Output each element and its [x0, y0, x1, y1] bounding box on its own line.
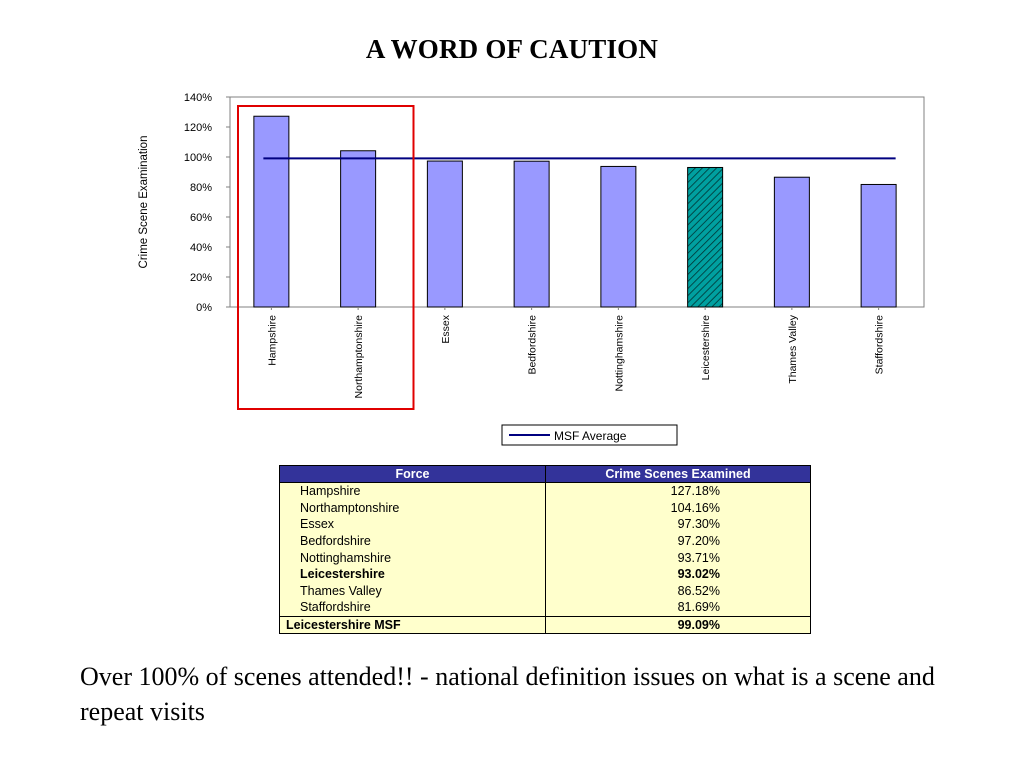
bar-leicestershire	[687, 166, 724, 308]
x-tick-label: Leicestershire	[700, 315, 712, 381]
x-tick-label: Hampshire	[266, 315, 278, 366]
value-cell: 97.20%	[677, 534, 720, 549]
bar-bedfordshire	[513, 160, 550, 308]
y-tick-label: 140%	[184, 92, 212, 104]
data-table: Force Crime Scenes Examined Hampshire 127…	[279, 465, 811, 635]
y-tick-label: 100%	[184, 152, 212, 164]
bar-chart: 0% 20% 40% 60% 80% 100% 120% 140% Hampshire Nort…	[138, 92, 925, 446]
x-tick-label: Nottinghamshire	[613, 315, 625, 392]
header-crime-scenes: Crime Scenes Examined	[545, 465, 811, 483]
force-cell: Nottinghamshire	[279, 549, 546, 566]
force-cell: Essex	[279, 516, 546, 533]
footer-text: Over 100% of scenes attended!! - nationa…	[80, 662, 935, 726]
table-row: Thames Valley 86.52%	[279, 582, 811, 600]
table-row: Bedfordshire 97.20%	[279, 532, 811, 550]
force-cell: Leicestershire	[279, 565, 546, 583]
y-tick-label: 60%	[190, 212, 212, 224]
table-header-row: Force Crime Scenes Examined	[279, 465, 811, 483]
table-row: Essex 97.30%	[279, 516, 811, 533]
bar-northamptonshire	[340, 150, 377, 308]
x-tick-label: Northamptonshire	[353, 315, 365, 399]
value-cell: 104.16%	[670, 500, 720, 515]
legend: MSF Average	[501, 424, 678, 446]
table-row: Northamptonshire 104.16%	[279, 499, 811, 517]
bar-staffordshire	[860, 183, 897, 308]
bar-thames-valley	[773, 176, 810, 308]
x-axis-labels: Hampshire Northamptonshire Essex Bedfordshi…	[266, 307, 886, 399]
value-cell: 81.69%	[677, 600, 720, 615]
force-cell: Hampshire	[279, 482, 546, 500]
value-cell: 93.71%	[677, 550, 720, 565]
y-tick-label: 0%	[196, 302, 212, 314]
table-row: Staffordshire 81.69%	[279, 599, 811, 617]
x-tick-label: Essex	[440, 314, 452, 343]
x-tick-label: Bedfordshire	[527, 315, 539, 375]
x-tick-label: Thames Valley	[787, 314, 799, 383]
x-tick-label: Staffordshire	[874, 315, 886, 374]
y-axis-title: Crime Scene Examination	[138, 136, 150, 269]
value-cell: 127.18%	[670, 484, 720, 499]
table-row: Leicestershire 93.02%	[279, 565, 811, 583]
force-cell: Staffordshire	[279, 599, 546, 617]
value-cell: 86.52%	[677, 583, 720, 598]
y-tick-label: 40%	[190, 242, 212, 254]
legend-label: MSF Average	[554, 429, 627, 443]
header-force: Force	[279, 465, 546, 483]
highlight-box	[237, 105, 415, 410]
value-cell: 99.09%	[545, 615, 811, 634]
overlay	[237, 105, 896, 410]
plot-area	[229, 96, 925, 308]
force-cell: Bedfordshire	[279, 532, 546, 550]
y-tick-label: 20%	[190, 272, 212, 284]
bars	[253, 115, 897, 308]
slide-title: A WORD OF CAUTION	[365, 34, 659, 64]
y-tick-label: 80%	[190, 182, 212, 194]
table-row: Nottinghamshire 93.71%	[279, 549, 811, 566]
bar-essex	[426, 160, 463, 308]
bar-nottinghamshire	[600, 165, 637, 308]
y-tick-label: 120%	[184, 122, 212, 134]
bar-hampshire	[253, 115, 290, 308]
value-cell: 97.30%	[677, 517, 720, 532]
legend-box	[501, 424, 678, 446]
table-total-row: Leicestershire MSF 99.09%	[279, 615, 811, 634]
value-cell: 93.02%	[677, 567, 720, 582]
force-cell: Northamptonshire	[279, 499, 546, 517]
force-cell: Leicestershire MSF	[279, 615, 546, 634]
y-axis: 0% 20% 40% 60% 80% 100% 120% 140%	[184, 92, 230, 314]
force-cell: Thames Valley	[279, 582, 546, 600]
table-row: Hampshire 127.18%	[279, 482, 811, 500]
